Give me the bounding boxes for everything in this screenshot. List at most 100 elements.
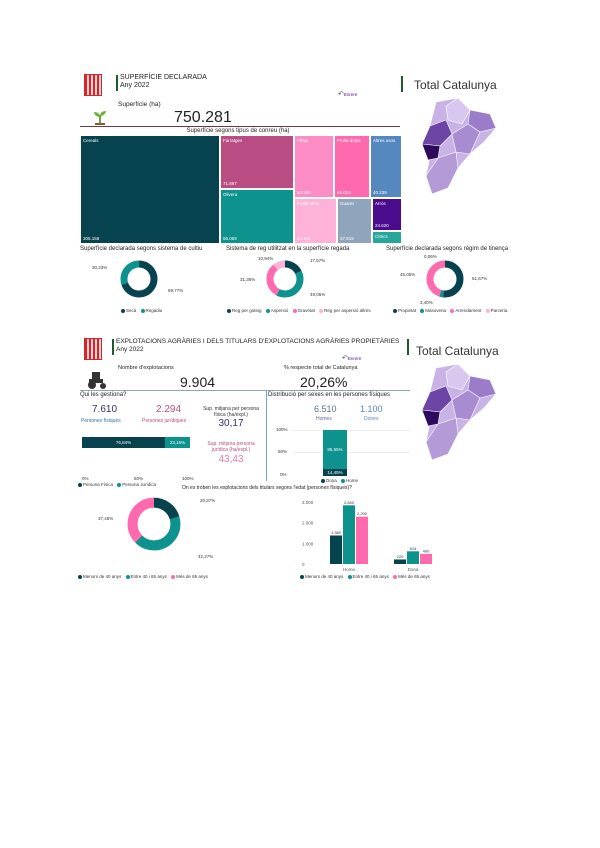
stacked-bar[interactable]: 76,84% 23,16% <box>82 437 190 448</box>
donut3-label-3: 45,05% <box>400 272 416 277</box>
back-button[interactable]: ↶Enrere <box>342 355 362 362</box>
legend-swatch <box>78 482 82 487</box>
kpi-label: Superfície (ha) <box>118 101 161 108</box>
fisiques-label: Persones físiques <box>81 418 121 424</box>
donut-slice[interactable] <box>266 260 304 298</box>
treemap-cell-altres[interactable]: Altres usos 40.239 <box>370 135 402 198</box>
legend-swatch <box>393 308 397 313</box>
donut2-label-3: 31,36% <box>240 277 256 282</box>
map-region <box>467 109 497 133</box>
explotacions-panel: EXPLOTACIONS AGRÀRIES I DELS TITULARS D'… <box>78 334 518 584</box>
treemap[interactable]: Cereals 305.158 Farratges 71.867 Olivera 55… <box>80 135 402 244</box>
donut-slice[interactable] <box>127 497 181 551</box>
bar-data-label: 2.840 <box>344 500 355 505</box>
age-label-3: 37,45% <box>98 516 114 521</box>
map-region <box>421 409 441 427</box>
generalitat-logo <box>84 338 102 360</box>
map-region <box>451 389 481 421</box>
stacked-bar-fisica[interactable]: 76,84% <box>82 437 165 448</box>
bar[interactable] <box>394 559 406 564</box>
legend-swatch <box>319 308 324 313</box>
stacked-axis-100: 100% <box>182 476 194 481</box>
donut1-chart[interactable] <box>118 258 160 300</box>
homes-label: Homes <box>316 416 332 422</box>
bar[interactable] <box>343 505 355 564</box>
age-label-2: 42,27% <box>198 554 214 559</box>
donut-slice[interactable] <box>266 260 304 298</box>
legend-swatch <box>121 308 125 313</box>
donut2-label-2: 49,05% <box>310 292 326 297</box>
bar[interactable] <box>330 535 342 564</box>
donut-slice[interactable] <box>266 260 304 298</box>
title-accent-bar <box>116 75 118 91</box>
map-region <box>451 123 481 155</box>
tractor-icon <box>86 370 108 395</box>
back-arrow-icon: ↶ <box>338 91 344 98</box>
age-bar-chart[interactable]: 3.000 2.000 1.000 0 1.380 2.840 2.290 Home 220 61… <box>300 494 460 574</box>
map-region <box>425 417 459 461</box>
juridiques-label: Persones jurídiques <box>142 418 187 424</box>
stacked-legend: Persona Física Persona Jurídica <box>78 482 156 487</box>
donut-slice[interactable] <box>426 260 464 298</box>
plant-icon <box>90 106 110 126</box>
treemap-cell-arros[interactable]: Arròs 24.620 <box>372 198 402 231</box>
donut-slice[interactable] <box>120 260 158 298</box>
kpi2-value: 20,26% <box>300 374 348 390</box>
legend-swatch <box>292 308 297 313</box>
catalonia-map[interactable] <box>418 96 498 196</box>
age-label-1: 20,37% <box>200 498 216 503</box>
treemap-cell-guaret[interactable]: Guaret 37.619 <box>337 198 372 244</box>
stacked-bar-juridica[interactable]: 23,16% <box>164 437 190 448</box>
map-region <box>425 151 459 195</box>
legend-swatch <box>420 308 425 313</box>
map-region <box>421 119 453 147</box>
fisiques-value: 7.610 <box>92 404 118 415</box>
bar-axis-tick: 3.000 <box>302 500 314 505</box>
treemap-cell-olivera[interactable]: Olivera 55.059 <box>220 189 294 244</box>
treemap-cell-vinya[interactable]: Vinya 54.320 <box>294 135 334 198</box>
map-region <box>421 143 441 161</box>
bar[interactable] <box>420 553 432 564</box>
treemap-cell-citrics[interactable]: Cítrics <box>372 231 402 244</box>
legend-swatch <box>117 482 122 487</box>
map-region <box>421 385 453 413</box>
kpi1-value: 9.904 <box>180 374 216 390</box>
donut1-title: Superfície declarada segons sistema de c… <box>80 246 203 252</box>
title-accent-bar <box>112 339 114 355</box>
bar-category-label: Dona <box>408 567 419 572</box>
bar[interactable] <box>356 516 368 564</box>
age-title: On es troben les explotacions dels titul… <box>182 485 352 491</box>
donut2-chart[interactable] <box>264 258 306 300</box>
divider <box>80 390 410 391</box>
donut-slice[interactable] <box>127 497 181 551</box>
catalonia-map[interactable] <box>418 362 498 462</box>
map-region <box>467 375 497 399</box>
dones-label: Dones <box>364 416 379 422</box>
treemap-title: Superfície segons tipus de conreu (ha) <box>186 128 290 134</box>
dones-value: 1.100 <box>360 404 383 414</box>
sex-gridline <box>292 430 410 431</box>
region-accent-bar <box>401 76 403 92</box>
page-title: SUPERFÍCIE DECLARADA Any 2022 <box>120 74 207 89</box>
treemap-cell-fruita-dolca[interactable]: Fruita dolça 46.024 <box>334 135 370 198</box>
donut3-label-2: 3,40% <box>420 300 433 305</box>
bar-axis-tick: 1.000 <box>302 541 314 546</box>
back-button[interactable]: ↶Enrere <box>338 91 358 98</box>
age-legend: Menors de 40 anys Entre 40 i 65 anys Més… <box>78 574 208 579</box>
avg2-label: Sup. mitjana persona jurídica (ha/expl.) <box>207 441 255 453</box>
treemap-cell-farratges[interactable]: Farratges 71.867 <box>220 135 294 189</box>
age-donut-chart[interactable] <box>124 494 184 554</box>
legend-swatch <box>300 574 304 579</box>
treemap-cell-cereals[interactable]: Cereals 305.158 <box>80 135 220 244</box>
donut3-chart[interactable] <box>424 258 466 300</box>
sex-bar-dona[interactable]: 14,45% <box>323 469 347 476</box>
sex-stacked-bar[interactable]: 85,55% 14,45% <box>323 430 347 476</box>
bar[interactable] <box>407 551 419 564</box>
avg1-label: Sup. mitjana per persona física (ha/expl… <box>203 406 259 418</box>
sex-bar-home[interactable]: 85,55% <box>323 430 347 470</box>
generalitat-logo <box>84 74 102 96</box>
bar-axis-tick: 0 <box>302 562 305 567</box>
treemap-cell-fruita-seca[interactable]: Fruita seca 41.101 <box>294 198 337 244</box>
avg1-value: 30,17 <box>218 418 244 429</box>
donut3-label-1: 51,67% <box>472 276 488 281</box>
